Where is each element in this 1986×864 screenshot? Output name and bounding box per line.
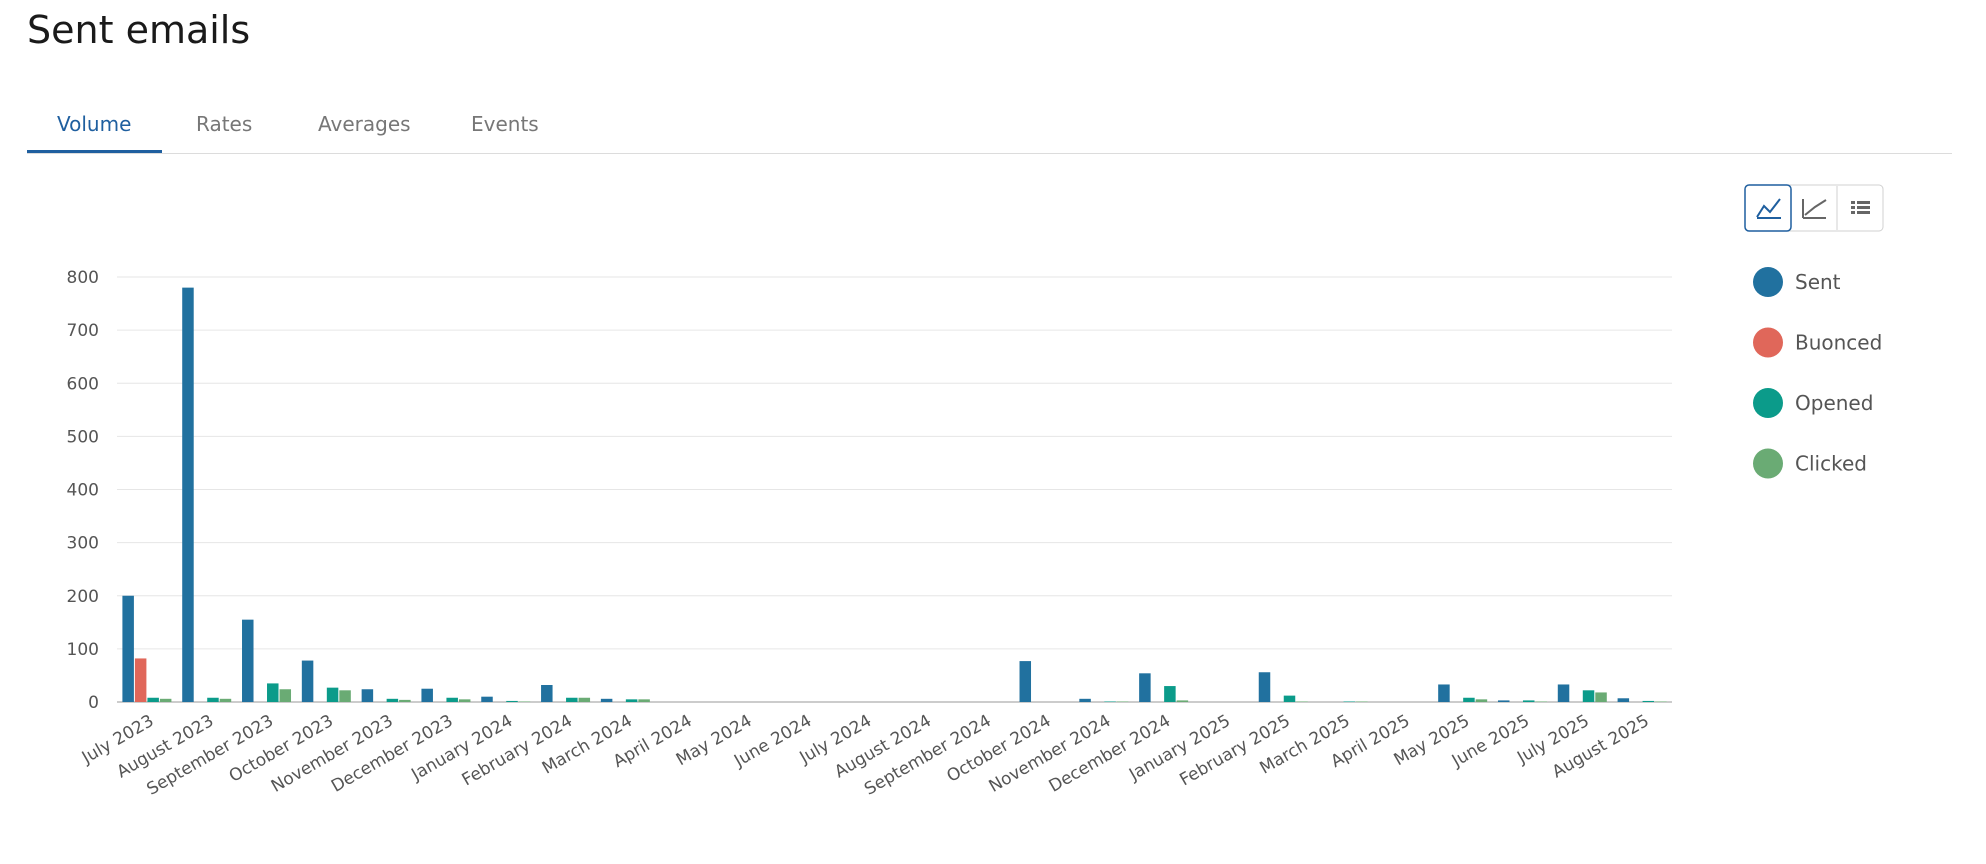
y-tick-label: 0	[88, 693, 99, 713]
bar	[1139, 673, 1151, 702]
page-title: Sent emails	[27, 8, 251, 52]
bar	[361, 689, 374, 702]
area-icon	[1804, 199, 1827, 216]
bar	[326, 687, 339, 702]
legend-swatch	[1753, 327, 1783, 358]
y-tick-label: 100	[67, 640, 99, 660]
bar	[1356, 701, 1368, 702]
y-tick-label: 400	[67, 481, 99, 501]
bar	[1438, 684, 1450, 702]
bar	[147, 697, 159, 702]
legend-entry[interactable]: Opened	[1753, 388, 1873, 418]
bar	[1522, 700, 1535, 702]
bar	[1283, 695, 1296, 702]
tab[interactable]: Rates	[196, 112, 253, 136]
bar	[446, 697, 458, 702]
bar	[1595, 692, 1607, 702]
legend-entry[interactable]: Buonced	[1753, 327, 1882, 358]
bar	[339, 690, 351, 702]
bar	[625, 699, 638, 702]
bar	[518, 701, 531, 702]
bar	[279, 689, 292, 702]
bar	[242, 619, 254, 702]
legend-label: Opened	[1795, 391, 1873, 415]
bar	[182, 287, 194, 702]
bar	[458, 699, 471, 702]
bar	[1582, 690, 1595, 702]
bar	[1164, 686, 1176, 702]
legend-swatch	[1753, 388, 1783, 418]
bar	[1617, 698, 1630, 702]
active-tab-indicator	[27, 150, 162, 153]
bar	[1019, 661, 1032, 702]
bar	[219, 698, 232, 702]
bar	[1557, 684, 1570, 702]
bar	[566, 697, 578, 702]
bar	[1116, 701, 1129, 702]
bar	[421, 688, 433, 702]
y-tick-label: 700	[67, 321, 99, 341]
bar	[1535, 701, 1547, 702]
line-icon	[1756, 198, 1781, 218]
tab[interactable]: Events	[471, 112, 539, 136]
bar	[1104, 701, 1116, 702]
bar	[301, 660, 314, 702]
y-tick-label: 600	[67, 374, 99, 394]
bar	[122, 595, 134, 702]
y-tick-label: 200	[67, 587, 99, 607]
bar	[1258, 672, 1271, 702]
bar	[159, 698, 172, 702]
legend-label: Buonced	[1795, 331, 1882, 355]
bar	[600, 698, 613, 702]
tab[interactable]: Volume	[57, 112, 132, 136]
legend-label: Sent	[1795, 270, 1841, 294]
y-tick-label: 500	[67, 427, 99, 447]
line-chart-button[interactable]	[1744, 184, 1792, 232]
bar	[481, 696, 493, 702]
bar	[267, 683, 279, 702]
legend-swatch	[1753, 267, 1783, 297]
bar	[1176, 700, 1189, 702]
bar	[1497, 700, 1510, 702]
bar	[386, 698, 399, 702]
chart-type-buttons	[1744, 184, 1884, 232]
legend-label: Clicked	[1795, 452, 1867, 476]
bar	[1642, 700, 1655, 702]
bar	[207, 697, 219, 702]
y-tick-label: 800	[67, 268, 99, 288]
table-icon	[1851, 201, 1870, 214]
bar	[578, 697, 591, 702]
bar	[506, 700, 518, 702]
bar	[1343, 701, 1356, 702]
bar	[134, 658, 147, 702]
bar	[399, 699, 411, 702]
legend-swatch	[1753, 448, 1783, 479]
tab[interactable]: Averages	[318, 112, 411, 136]
bar	[1655, 701, 1667, 702]
tab-bar: Volume Rates Averages Events	[27, 104, 1952, 154]
bar	[541, 685, 553, 702]
bar	[1475, 699, 1488, 702]
bar	[1296, 701, 1308, 702]
bar	[638, 699, 650, 702]
legend-entry[interactable]: Sent	[1753, 267, 1841, 297]
bar	[1079, 698, 1091, 702]
bar	[1463, 697, 1475, 702]
y-tick-label: 300	[67, 534, 99, 554]
legend-entry[interactable]: Clicked	[1753, 448, 1867, 479]
